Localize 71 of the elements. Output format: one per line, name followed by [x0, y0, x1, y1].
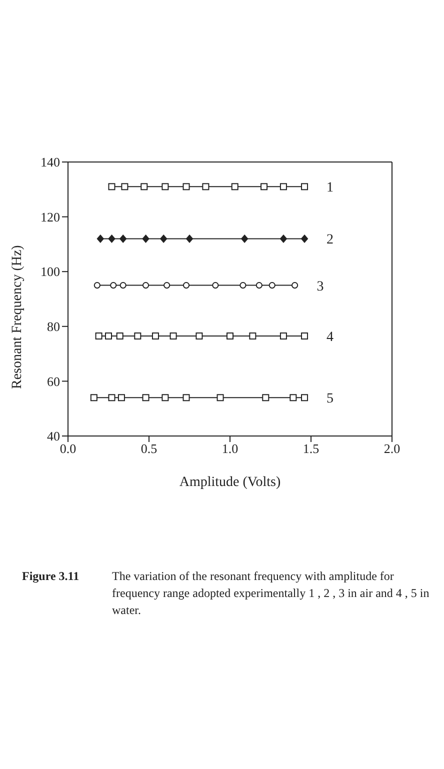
point — [226, 332, 234, 340]
point — [182, 282, 190, 289]
y-tick-label: 140 — [40, 154, 60, 170]
point — [280, 332, 287, 340]
point — [142, 394, 150, 402]
point — [249, 332, 256, 340]
point — [231, 183, 238, 190]
point — [95, 332, 102, 340]
point — [186, 234, 193, 243]
point — [108, 394, 116, 402]
point — [152, 332, 159, 340]
point — [260, 183, 268, 190]
y-tick-label: 80 — [47, 319, 60, 334]
point — [116, 332, 124, 340]
point — [280, 234, 287, 243]
point — [134, 332, 142, 340]
point — [160, 234, 168, 243]
point — [212, 282, 219, 289]
y-tick-label: 120 — [40, 209, 60, 224]
point — [301, 234, 308, 243]
point — [268, 282, 276, 289]
point — [256, 282, 262, 289]
point — [262, 394, 270, 402]
point — [280, 183, 287, 190]
x-tick-label: 0.0 — [60, 441, 76, 456]
point — [105, 332, 112, 340]
series-label: 5 — [326, 392, 334, 407]
point — [292, 282, 298, 289]
series-label: 2 — [326, 232, 334, 248]
point — [108, 234, 116, 243]
point — [162, 183, 169, 190]
point — [140, 183, 148, 190]
point — [202, 183, 210, 190]
x-tick-label: 0.5 — [140, 441, 158, 456]
point — [94, 282, 100, 289]
point — [241, 234, 248, 243]
point — [90, 394, 98, 402]
point — [196, 332, 203, 340]
point — [142, 282, 150, 289]
point — [142, 234, 150, 243]
point — [96, 234, 104, 243]
y-axis-title: Resonant Frequency (Hz) — [10, 244, 25, 389]
point — [120, 234, 127, 243]
y-tick-label: 100 — [40, 264, 60, 280]
point — [108, 183, 116, 190]
caption: Figure 3.11 — [22, 568, 80, 585]
point — [290, 394, 297, 402]
point — [240, 282, 246, 289]
series-label: 3 — [316, 279, 324, 294]
point — [301, 332, 308, 340]
point — [301, 183, 308, 190]
x-tick-label: 1.0 — [222, 441, 238, 456]
series-label: 4 — [326, 330, 334, 345]
point — [118, 394, 125, 402]
x-tick-label: 1.5 — [302, 441, 320, 456]
point — [216, 394, 224, 402]
point — [301, 394, 308, 402]
point — [162, 394, 169, 402]
point — [182, 394, 190, 402]
point — [182, 183, 190, 190]
point — [164, 282, 170, 289]
y-tick-label: 40 — [47, 428, 60, 444]
text: The variation of the resonant frequency with amplitude for frequency range adopted experimentally 1 , 2 , 3 in air and 4 , 5 in water. — [111, 568, 430, 619]
point — [110, 282, 117, 289]
point — [121, 183, 128, 190]
series-label: 1 — [326, 180, 334, 196]
x-axis-title: Amplitude (Volts) — [179, 475, 281, 490]
x-tick-label: 2.0 — [384, 441, 400, 456]
point — [120, 282, 126, 289]
point — [170, 332, 177, 340]
y-tick-label: 60 — [47, 374, 60, 389]
